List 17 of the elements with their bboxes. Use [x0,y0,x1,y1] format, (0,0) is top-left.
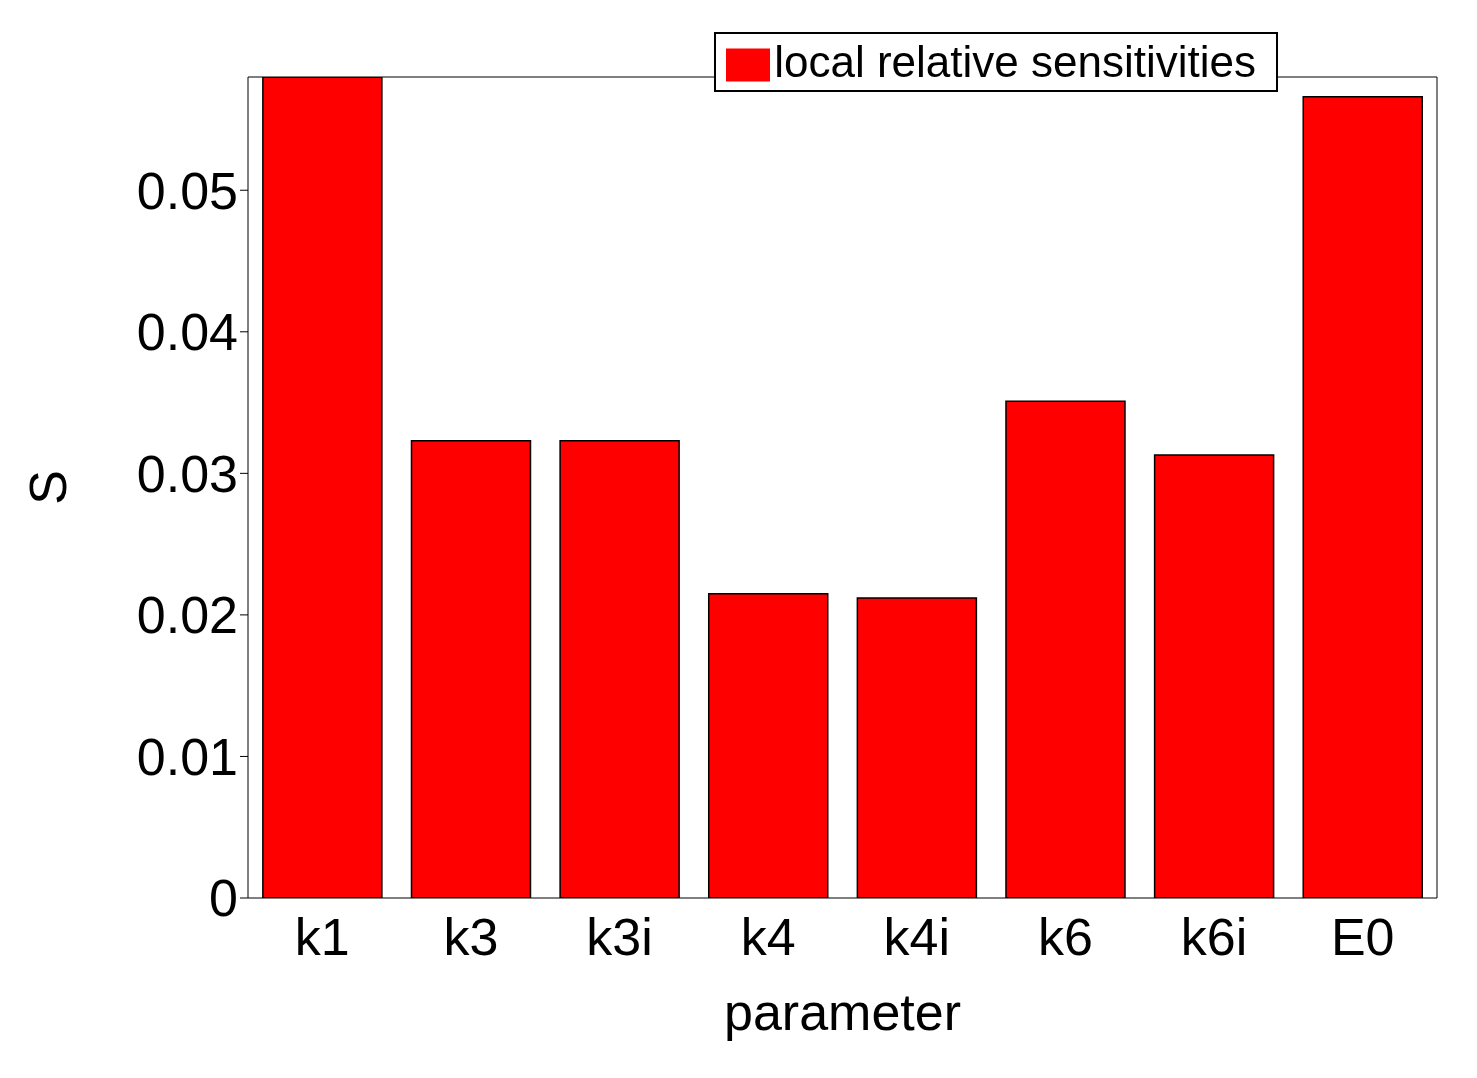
y-tick-label: 0 [209,869,238,928]
x-tick-label: k6i [1180,907,1248,966]
x-axis-title: parameter [724,983,961,1041]
x-tick-label: k3i [586,907,653,966]
y-tick-label: 0.02 [136,586,238,645]
x-tick-label: k1 [294,907,350,966]
x-tick-label: k3 [443,907,499,966]
x-tick-label: k6 [1037,907,1093,966]
y-axis-title: S [19,470,78,505]
y-tick-label: 0.04 [136,303,238,362]
x-tick-label: k4i [883,907,951,966]
legend-label: local relative sensitivities [774,37,1256,86]
x-tick-label: k4 [740,907,796,966]
y-tick-label: 0.01 [136,727,238,786]
x-tick-label: E0 [1330,907,1395,966]
y-tick-label: 0.05 [136,161,238,220]
y-tick-label: 0.03 [136,444,238,503]
